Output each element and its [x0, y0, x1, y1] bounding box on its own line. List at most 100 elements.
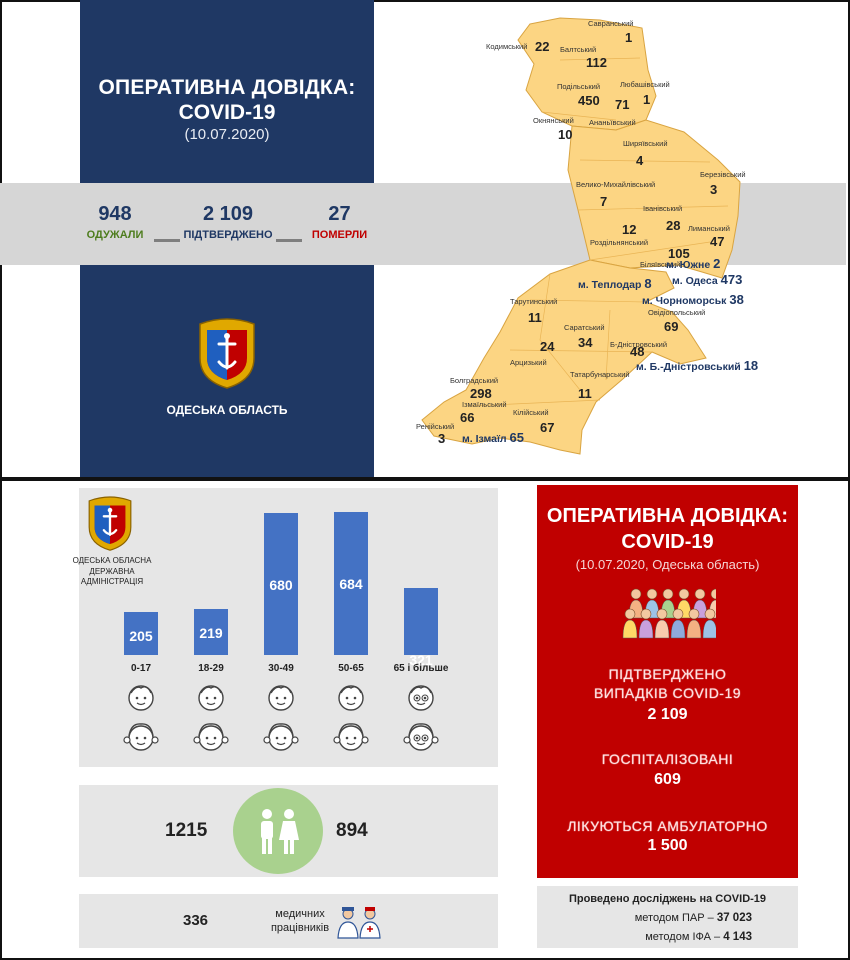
- summary-subtitle: COVID-19: [621, 531, 714, 553]
- age-group-label: 50-65: [338, 663, 364, 674]
- district-name: Балтський: [560, 45, 597, 54]
- district-value: 67: [540, 420, 555, 435]
- summary-title: ОПЕРАТИВНА ДОВІДКА:: [546, 505, 789, 527]
- boy-face-icon: [338, 685, 364, 711]
- confirmed-value: 2 109: [647, 706, 688, 723]
- stat-confirmed: 2 109 ПІДТВЕРДЖЕНО: [183, 203, 273, 241]
- separator-line: [154, 239, 180, 242]
- confirmed-label: ПІДТВЕРДЖЕНО: [608, 666, 727, 682]
- recovered-label: ОДУЖАЛИ: [86, 229, 144, 241]
- age-group-label: 65 і більше: [393, 663, 449, 674]
- title-panel: [80, 0, 374, 183]
- age-bar: 680: [264, 513, 298, 655]
- district-value: 12: [622, 222, 637, 237]
- medics-count: 336: [183, 912, 209, 929]
- age-bar: 321: [404, 588, 438, 668]
- recovered-value: 948: [98, 203, 132, 225]
- district-value: 66: [460, 410, 475, 425]
- girl-face-icon: [263, 723, 299, 751]
- boy-face-icon: [268, 685, 294, 711]
- district-name: Саратський: [564, 323, 605, 332]
- district-value: 10: [558, 127, 573, 142]
- district-value: 1: [625, 30, 633, 45]
- region-map: Кодимський 22 Савранський 1 Балтський 11…: [410, 10, 790, 470]
- report-date: (10.07.2020): [184, 126, 270, 143]
- age-bar: 684: [334, 512, 368, 655]
- boy-face-icon: [408, 685, 434, 711]
- age-bar: 205: [124, 612, 158, 655]
- girl-face-icon: [333, 723, 369, 751]
- district-name: Болградський: [450, 376, 499, 385]
- boy-face-icon: [128, 685, 154, 711]
- org-name: ОДЕСЬКА ОБЛАСНА ДЕРЖАВНА АДМІНІСТРАЦІЯ: [72, 556, 152, 586]
- summary-date: (10.07.2020, Одеська область): [575, 557, 760, 572]
- district-value: 112: [586, 55, 607, 70]
- district-value: 69: [664, 319, 679, 334]
- coat-of-arms-icon: [199, 318, 255, 389]
- confirmed-value: 2 109: [202, 203, 254, 225]
- outpatient-label: ЛІКУЮТЬСЯ АМБУЛАТОРНО: [567, 818, 768, 834]
- tests-ifa: методом ІФА – 4 143: [645, 931, 752, 943]
- district-name: Ізмаїльський: [462, 400, 507, 409]
- confirmed-label: ВИПАДКІВ COVID-19: [593, 685, 742, 701]
- district-value: 298: [470, 386, 492, 401]
- district-value: 3: [438, 431, 446, 446]
- city-label: м. Б.-Дністровський 18: [636, 358, 759, 373]
- district-name: Тарутинський: [510, 297, 558, 306]
- district-value: 34: [578, 335, 593, 350]
- district-value: 28: [666, 218, 681, 233]
- dead-label: ПОМЕРЛИ: [311, 229, 368, 241]
- summary-panel: [537, 485, 798, 878]
- age-group-label: 18-29: [198, 663, 224, 674]
- district-name: Подільський: [557, 82, 601, 91]
- boy-face-icon: [198, 685, 224, 711]
- hospitalized-label: ГОСПІТАЛІЗОВАНІ: [601, 751, 734, 767]
- district-value: 450: [578, 93, 600, 108]
- district-value: 48: [630, 344, 645, 359]
- page-title: ОПЕРАТИВНА ДОВІДКА:: [98, 76, 356, 99]
- district-name: Ренійський: [416, 422, 455, 431]
- stat-dead: 27 ПОМЕРЛИ: [307, 203, 372, 241]
- district-value: 105: [668, 246, 690, 261]
- city-label: м. Чорноморськ 38: [642, 292, 744, 307]
- girl-face-icon: [193, 723, 229, 751]
- district-value: 24: [540, 339, 555, 354]
- doctors-icon: [337, 907, 381, 939]
- age-group-label: 30-49: [268, 663, 294, 674]
- dead-value: 27: [328, 203, 351, 225]
- district-name: Арцизький: [510, 358, 547, 367]
- district-name: Лиманський: [688, 224, 730, 233]
- city-label: м. Одеса 473: [672, 272, 743, 287]
- district-value: 3: [710, 182, 718, 197]
- tests-panel: [537, 886, 798, 948]
- district-name: Велико-Михайлівський: [576, 180, 656, 189]
- district-name: Ананьївський: [589, 118, 636, 127]
- district-name: Б-Дністровський: [610, 340, 668, 349]
- district-name: Окнянський: [533, 116, 574, 125]
- map-shape: [421, 17, 741, 455]
- city-label: м. Теплодар 8: [578, 276, 652, 291]
- girl-face-icon: [123, 723, 159, 751]
- city-label: м. Южне 2: [666, 256, 721, 271]
- male-count: 1215: [165, 820, 208, 841]
- district-value: 4: [636, 153, 644, 168]
- hospitalized-value: 609: [654, 771, 681, 788]
- district-value: 1: [643, 92, 651, 107]
- district-value: 71: [615, 97, 630, 112]
- tests-title: Проведено досліджень на COVID-19: [568, 893, 767, 905]
- coat-of-arms-icon: [88, 496, 132, 551]
- gender-circle: [233, 788, 323, 874]
- district-name: Овідіопольський: [648, 308, 706, 317]
- page-subtitle: COVID-19: [178, 101, 276, 124]
- confirmed-label: ПІДТВЕРДЖЕНО: [183, 229, 273, 241]
- tests-pcr: методом ПАР – 37 023: [634, 912, 752, 924]
- city-label: м. Ізмаїл 65: [462, 430, 524, 445]
- girl-face-icon: [403, 723, 439, 751]
- district-value: 22: [535, 39, 550, 54]
- outpatient-value: 1 500: [647, 837, 688, 854]
- age-group-label: 0-17: [130, 663, 151, 674]
- female-count: 894: [336, 820, 368, 841]
- district-name: Кодимський: [486, 42, 528, 51]
- man-woman-icon: [261, 809, 299, 854]
- region-name: ОДЕСЬКА ОБЛАСТЬ: [166, 403, 288, 417]
